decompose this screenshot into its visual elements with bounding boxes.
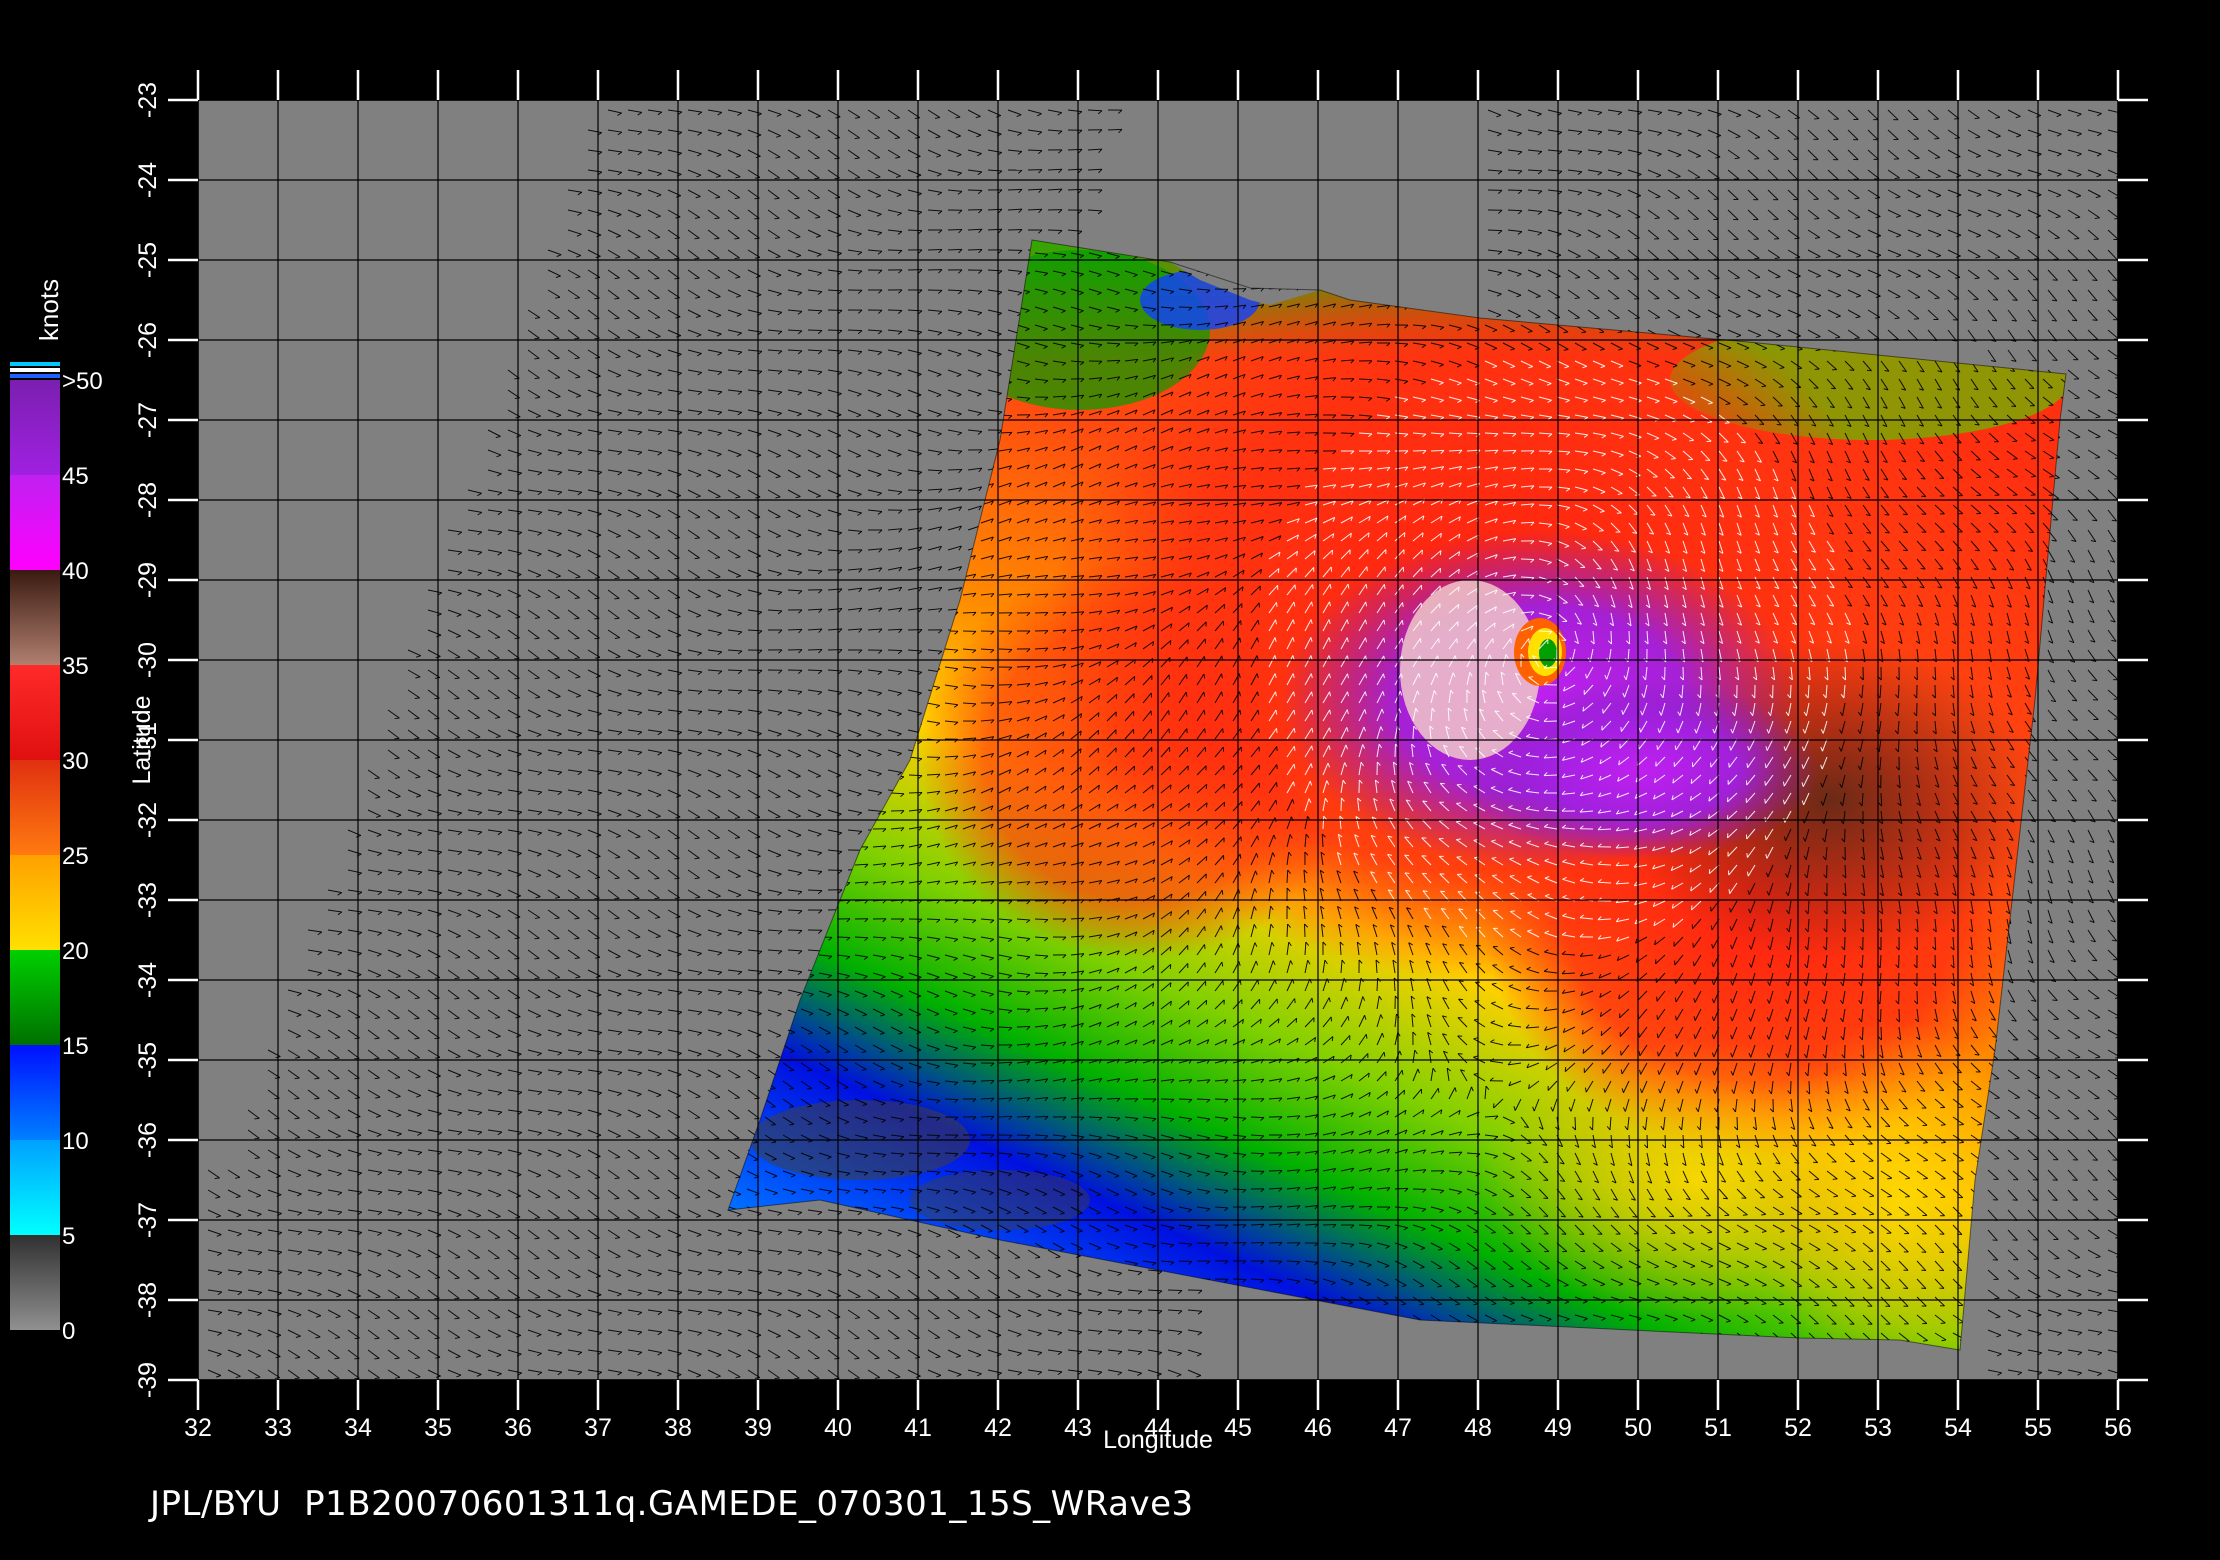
x-tick-label: 37 xyxy=(584,1414,612,1442)
x-tick-label: 45 xyxy=(1224,1414,1252,1442)
legend-band xyxy=(10,665,60,760)
legend-label: 20 xyxy=(62,938,89,965)
axes: 32 33 34 35 36 37 38 39 40 41 42 43 44 45 46 47 48 49 50 51… xyxy=(134,70,2148,1442)
x-tick-label: 55 xyxy=(2024,1414,2052,1442)
y-tick-label: -33 xyxy=(134,882,162,918)
wind-speed-swath xyxy=(728,240,2066,1350)
y-tick-label: -23 xyxy=(134,82,162,118)
x-tick-label: 38 xyxy=(664,1414,692,1442)
swath-outline xyxy=(727,239,2067,1351)
y-tick-label: -36 xyxy=(134,1122,162,1158)
y-tick-label: -28 xyxy=(134,482,162,518)
legend-band xyxy=(10,1140,60,1235)
x-tick-label: 40 xyxy=(824,1414,852,1442)
x-tick-label: 52 xyxy=(1784,1414,1812,1442)
y-tick-label: -30 xyxy=(134,642,162,678)
y-tick-label: -39 xyxy=(134,1362,162,1398)
y-tick-label: -38 xyxy=(134,1282,162,1318)
x-tick-label: 47 xyxy=(1384,1414,1412,1442)
x-tick-label: 56 xyxy=(2104,1414,2132,1442)
legend-band xyxy=(10,475,60,570)
legend-band xyxy=(10,1045,60,1140)
y-tick-label: -27 xyxy=(134,402,162,438)
legend-band xyxy=(10,380,60,475)
legend-band xyxy=(10,855,60,950)
x-tick-label: 54 xyxy=(1944,1414,1972,1442)
x-tick-label: 53 xyxy=(1864,1414,1892,1442)
x-tick-label: 34 xyxy=(344,1414,372,1442)
legend-label: 0 xyxy=(62,1318,75,1345)
x-tick-label: 33 xyxy=(264,1414,292,1442)
x-axis-title: Longitude xyxy=(1103,1426,1213,1454)
x-tick-label: 35 xyxy=(424,1414,452,1442)
x-tick-label: 41 xyxy=(904,1414,932,1442)
y-tick-label: -34 xyxy=(134,962,162,998)
x-tick-label: 42 xyxy=(984,1414,1012,1442)
x-tick-label: 39 xyxy=(744,1414,772,1442)
y-tick-label: -26 xyxy=(134,322,162,358)
y-tick-label: -35 xyxy=(134,1042,162,1078)
y-tick-label: -32 xyxy=(134,802,162,838)
legend-label: 5 xyxy=(62,1223,75,1250)
y-tick-label: -25 xyxy=(134,242,162,278)
legend-label: 15 xyxy=(62,1033,89,1060)
footer-caption: JPL/BYU P1B20070601311q.GAMEDE_070301_15… xyxy=(150,1484,1194,1524)
legend-label: 45 xyxy=(62,463,89,490)
legend-cap-line xyxy=(10,368,60,372)
x-tick-label: 49 xyxy=(1544,1414,1572,1442)
legend-label: 25 xyxy=(62,843,89,870)
x-tick-label: 43 xyxy=(1064,1414,1092,1442)
y-axis-title: Latitude xyxy=(128,696,156,785)
y-tick-label: -29 xyxy=(134,562,162,598)
x-tick-label: 44 xyxy=(1144,1414,1172,1442)
wind-speed-legend: >50 45 40 35 30 25 20 15 10 5 0 xyxy=(10,362,103,1345)
legend-band xyxy=(10,570,60,665)
legend-label: 40 xyxy=(62,558,89,585)
x-tick-label: 50 xyxy=(1624,1414,1652,1442)
missing-data-gap xyxy=(1170,262,1320,305)
y-tick-label: -37 xyxy=(134,1202,162,1238)
legend-title: knots xyxy=(34,279,64,341)
legend-band xyxy=(10,950,60,1045)
x-tick-label: 36 xyxy=(504,1414,532,1442)
x-tick-label: 48 xyxy=(1464,1414,1492,1442)
y-tick-label: -31 xyxy=(134,722,162,758)
x-tick-label: 46 xyxy=(1304,1414,1332,1442)
x-tick-label: 51 xyxy=(1704,1414,1732,1442)
legend-band xyxy=(10,760,60,855)
legend-label: 30 xyxy=(62,748,89,775)
x-tick-label: 32 xyxy=(184,1414,212,1442)
legend-label: 10 xyxy=(62,1128,89,1155)
legend-band xyxy=(10,1235,60,1330)
wind-vectors-swath xyxy=(728,240,2066,1343)
legend-cap-line xyxy=(10,374,60,378)
legend-label: >50 xyxy=(62,368,103,395)
legend-label: 35 xyxy=(62,653,89,680)
legend-cap-line xyxy=(10,362,60,366)
y-tick-label: -24 xyxy=(134,162,162,198)
